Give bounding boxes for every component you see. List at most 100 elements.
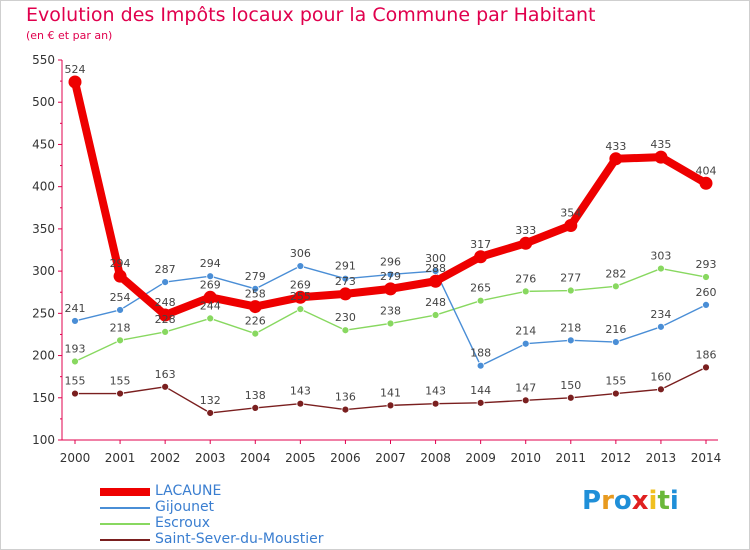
- data-label-Escroux-2013: 303: [650, 250, 671, 263]
- data-label-LACAUNE-2006: 273: [335, 275, 356, 288]
- x-tick-label-2000: 2000: [60, 451, 91, 465]
- data-label-Escroux-2003: 244: [200, 299, 221, 312]
- y-tick-label-500: 500: [32, 95, 55, 109]
- data-label-Escroux-2007: 238: [380, 304, 401, 317]
- point-LACAUNE-2003: [203, 290, 217, 304]
- point-Saint-Sever-du-Moustier-2002: [161, 382, 170, 391]
- logo-letter: t: [657, 486, 670, 516]
- data-label-LACAUNE-2009: 317: [470, 238, 491, 251]
- data-label-LACAUNE-2007: 279: [380, 270, 401, 283]
- point-Escroux-2010: [521, 287, 530, 296]
- data-label-Escroux-2004: 226: [245, 315, 266, 328]
- legend-swatch: [100, 488, 150, 496]
- point-Escroux-2007: [386, 319, 395, 328]
- data-label-LACAUNE-2014: 404: [696, 164, 717, 177]
- data-label-Saint-Sever-du-Moustier-2008: 143: [425, 385, 446, 398]
- point-LACAUNE-2008: [429, 274, 443, 288]
- point-LACAUNE-2010: [519, 236, 533, 250]
- point-Gijounet-2003: [206, 272, 215, 281]
- data-label-Escroux-2009: 265: [470, 282, 491, 295]
- point-LACAUNE-2005: [293, 290, 307, 304]
- x-tick-label-2001: 2001: [105, 451, 136, 465]
- point-Escroux-2001: [116, 336, 124, 345]
- y-tick-label-300: 300: [32, 264, 55, 278]
- data-label-Gijounet-2003: 294: [200, 257, 221, 270]
- data-label-LACAUNE-2002: 248: [155, 296, 176, 309]
- legend-item: Escroux: [100, 515, 360, 532]
- x-tick-label-2012: 2012: [601, 451, 632, 465]
- point-Gijounet-2007: [386, 270, 395, 279]
- data-label-Gijounet-2004: 279: [245, 270, 266, 283]
- y-tick-label-100: 100: [32, 433, 55, 447]
- point-LACAUNE-2013: [654, 150, 668, 164]
- logo-letter: P: [582, 486, 602, 516]
- data-label-LACAUNE-2000: 524: [65, 63, 86, 76]
- point-Saint-Sever-du-Moustier-2010: [521, 396, 530, 405]
- data-label-Saint-Sever-du-Moustier-2005: 143: [290, 385, 311, 398]
- point-LACAUNE-2012: [609, 152, 623, 166]
- x-tick-label-2006: 2006: [330, 451, 361, 465]
- point-Escroux-2004: [251, 329, 260, 338]
- x-tick-label-2010: 2010: [510, 451, 541, 465]
- data-label-Gijounet-2010: 214: [515, 325, 536, 338]
- data-label-Saint-Sever-du-Moustier-2013: 160: [650, 370, 671, 383]
- data-label-Saint-Sever-du-Moustier-2010: 147: [515, 381, 536, 394]
- point-Saint-Sever-du-Moustier-2007: [386, 401, 395, 410]
- point-Saint-Sever-du-Moustier-2005: [296, 399, 305, 408]
- data-label-Escroux-2002: 228: [155, 313, 176, 326]
- legend-swatch: [100, 523, 150, 525]
- data-label-Gijounet-2009: 188: [470, 347, 491, 360]
- legend-item: Saint-Sever-du-Moustier: [100, 531, 360, 548]
- data-label-Gijounet-2002: 287: [155, 263, 176, 276]
- data-label-LACAUNE-2011: 354: [560, 207, 581, 220]
- data-label-Gijounet-2011: 218: [560, 321, 581, 334]
- data-label-Escroux-2001: 218: [110, 321, 131, 334]
- legend-label: Gijounet: [155, 499, 215, 515]
- point-Saint-Sever-du-Moustier-2006: [341, 405, 350, 414]
- point-Gijounet-2010: [521, 339, 530, 348]
- point-Escroux-2000: [71, 357, 79, 366]
- legend-label: Escroux: [155, 515, 211, 531]
- point-Escroux-2006: [341, 326, 350, 335]
- point-Gijounet-2005: [296, 262, 305, 270]
- point-Escroux-2012: [611, 282, 620, 291]
- point-Escroux-2008: [431, 311, 440, 319]
- logo-letter: x: [631, 486, 649, 516]
- logo-letter: i: [669, 486, 679, 516]
- point-Saint-Sever-du-Moustier-2001: [116, 389, 124, 398]
- data-label-LACAUNE-2013: 435: [650, 138, 671, 151]
- data-label-Saint-Sever-du-Moustier-2000: 155: [65, 375, 86, 388]
- data-label-Saint-Sever-du-Moustier-2002: 163: [155, 368, 176, 381]
- y-tick-label-200: 200: [32, 349, 55, 363]
- y-tick-label-550: 550: [32, 53, 55, 67]
- data-label-Escroux-2005: 255: [290, 290, 311, 303]
- data-label-Saint-Sever-du-Moustier-2009: 144: [470, 384, 491, 397]
- y-tick-label-450: 450: [32, 137, 55, 151]
- logo-letter: o: [613, 486, 632, 516]
- x-tick-label-2014: 2014: [691, 451, 722, 465]
- point-LACAUNE-2002: [158, 308, 172, 322]
- data-label-LACAUNE-2005: 269: [290, 278, 311, 291]
- x-tick-label-2008: 2008: [420, 451, 451, 465]
- point-Gijounet-2014: [702, 300, 710, 309]
- point-Saint-Sever-du-Moustier-2009: [476, 398, 485, 407]
- point-LACAUNE-2000: [68, 75, 82, 89]
- legend-item: Gijounet: [100, 499, 360, 516]
- point-LACAUNE-2009: [474, 250, 488, 264]
- point-Escroux-2011: [566, 286, 575, 295]
- point-Saint-Sever-du-Moustier-2012: [611, 389, 620, 398]
- y-tick-label-400: 400: [32, 180, 55, 194]
- point-Gijounet-2011: [566, 336, 575, 345]
- data-label-LACAUNE-2003: 269: [200, 278, 221, 291]
- point-Escroux-2009: [476, 296, 485, 305]
- data-label-Saint-Sever-du-Moustier-2014: 186: [696, 348, 717, 361]
- legend-swatch: [100, 539, 150, 541]
- data-label-Saint-Sever-du-Moustier-2003: 132: [200, 394, 221, 407]
- point-Saint-Sever-du-Moustier-2013: [657, 385, 665, 394]
- chart-title: Evolution des Impôts locaux pour la Comm…: [26, 4, 596, 26]
- point-Gijounet-2012: [611, 338, 620, 346]
- legend-label: Saint-Sever-du-Moustier: [155, 531, 324, 547]
- point-LACAUNE-2014: [699, 176, 713, 190]
- point-Escroux-2014: [702, 273, 710, 281]
